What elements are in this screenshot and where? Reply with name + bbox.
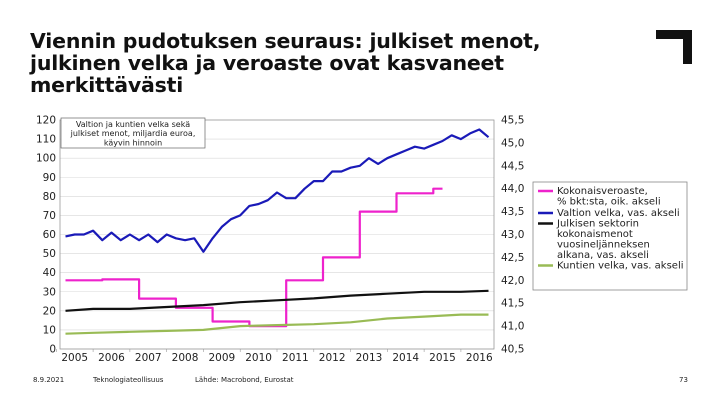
right-axis-tick-label: 45,0 (501, 137, 524, 149)
right-axis-tick-label: 41,5 (501, 298, 524, 310)
x-axis-tick-label: 2012 (319, 352, 346, 364)
footer-date: 8.9.2021 (33, 376, 65, 384)
slide-title-line-1: Viennin pudotuksen seuraus: julkiset men… (30, 29, 541, 53)
footer-organization: Teknologiateollisuus (93, 376, 164, 384)
right-axis-tick-label: 44,5 (501, 160, 524, 172)
left-axis-tick-label: 60 (43, 229, 56, 241)
chart-title-line: käyvin hinnoin (104, 138, 162, 147)
slide-title-line-2: julkinen velka ja veroaste ovat kasvanee… (30, 51, 504, 75)
left-axis-tick-label: 20 (43, 305, 56, 317)
left-axis-tick-label: 90 (43, 172, 56, 184)
series-line-2 (65, 289, 489, 312)
chart-title-box (60, 117, 206, 149)
right-axis-tick-label: 45,5 (501, 115, 524, 127)
x-axis-tick-label: 2005 (61, 352, 88, 364)
x-axis-tick-label: 2008 (172, 352, 199, 364)
left-axis-tick-label: 10 (43, 324, 56, 336)
slide-title-line-3: merkittävästi (30, 73, 184, 97)
right-axis-tick-label: 40,5 (501, 344, 524, 356)
right-axis-tick-label: 41,0 (501, 321, 524, 333)
right-axis-tick-label: 43,5 (501, 206, 524, 218)
x-axis-tick-label: 2015 (429, 352, 456, 364)
series-line-3 (65, 313, 489, 335)
legend-label: kokonaismenot (557, 229, 633, 240)
x-axis-tick-label: 2006 (98, 352, 125, 364)
left-axis-tick-label: 120 (36, 115, 56, 127)
left-axis-tick-label: 50 (43, 248, 56, 260)
x-axis-tick-label: 2011 (282, 352, 309, 364)
series-line-0 (65, 187, 443, 328)
right-axis-tick-label: 43,0 (501, 229, 524, 241)
legend-label: % bkt:sta, oik. akseli (557, 197, 661, 208)
legend-label: Kuntien velka, vas. akseli (557, 261, 684, 272)
left-axis-tick-label: 40 (43, 267, 56, 279)
x-axis-tick-label: 2010 (245, 352, 272, 364)
right-axis-tick-label: 44,0 (501, 183, 524, 195)
x-axis-tick-label: 2013 (356, 352, 383, 364)
left-axis-tick-label: 70 (43, 210, 56, 222)
legend-label: alkana, vas. akseli (557, 250, 649, 261)
x-axis-tick-label: 2014 (392, 352, 419, 364)
left-axis-tick-label: 100 (36, 153, 56, 165)
left-axis-tick-label: 0 (49, 344, 56, 356)
corner-bracket-logo-icon (656, 30, 692, 64)
legend-label: Kokonaisveroaste, (557, 186, 648, 197)
legend-label: vuosineljänneksen (557, 240, 650, 251)
x-axis-tick-label: 2009 (208, 352, 235, 364)
left-axis-tick-label: 110 (36, 134, 56, 146)
chart-title-line: Valtion ja kuntien velka sekä (76, 120, 190, 129)
series-line-1 (65, 128, 490, 253)
left-axis-tick-label: 80 (43, 191, 56, 203)
legend-box (532, 181, 688, 291)
page-number: 73 (679, 376, 688, 384)
right-axis-tick-label: 42,5 (501, 252, 524, 264)
chart-title-line: julkiset menot, miljardia euroa, (70, 129, 196, 138)
x-axis-tick-label: 2007 (135, 352, 162, 364)
left-axis-tick-label: 30 (43, 286, 56, 298)
right-axis-tick-label: 42,0 (501, 275, 524, 287)
footer-source: Lähde: Macrobond, Eurostat (195, 376, 294, 384)
legend-label: Valtion velka, vas. akseli (557, 208, 680, 219)
x-axis-tick-label: 2016 (466, 352, 493, 364)
legend-label: Julkisen sektorin (556, 219, 639, 230)
slide-title: Viennin pudotuksen seuraus: julkiset men… (30, 30, 610, 96)
